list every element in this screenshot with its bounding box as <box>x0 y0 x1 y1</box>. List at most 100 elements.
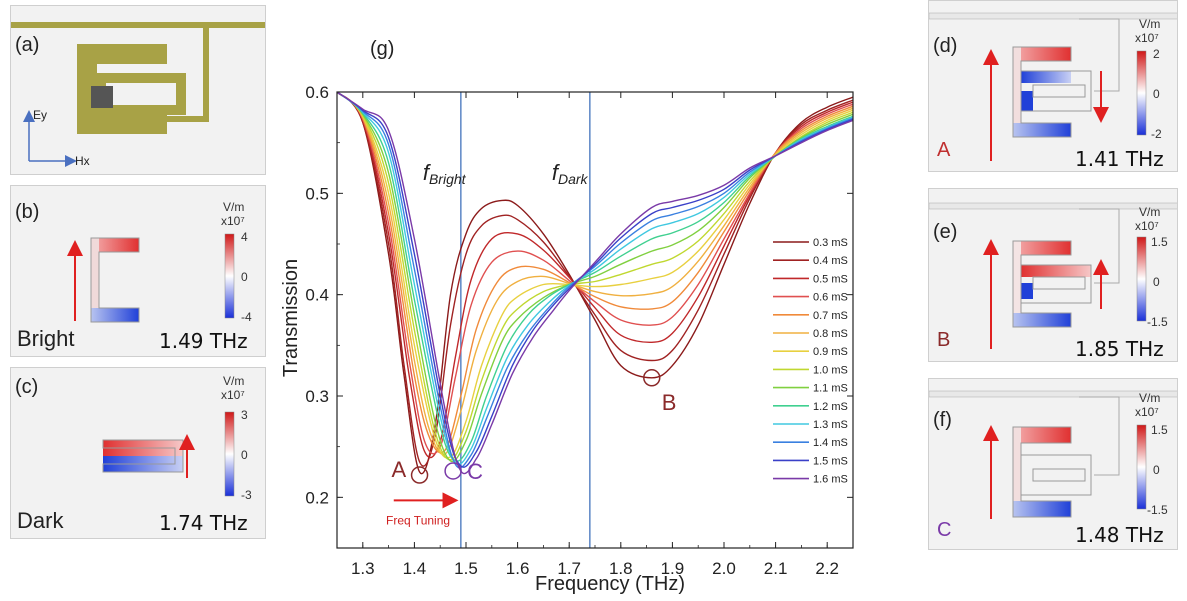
legend-entry: 1.2 mS <box>813 401 848 413</box>
annotation-c: C <box>467 459 483 484</box>
freq-label-b: 1.49 THz <box>159 329 248 353</box>
annotation-b: B <box>662 390 677 415</box>
x-tick-label: 2.2 <box>815 559 839 578</box>
legend-entry: 0.3 mS <box>813 237 848 249</box>
cbar-max-d: 2 <box>1153 47 1160 61</box>
series-line-0-7-mS <box>337 92 853 454</box>
marker-c <box>444 462 462 480</box>
annotation-a: A <box>392 457 407 482</box>
x-tick-label: 1.9 <box>661 559 685 578</box>
x-axis-title: Frequency (THz) <box>535 573 685 595</box>
point-label-b: B <box>937 329 951 351</box>
marker-a <box>410 466 429 484</box>
y-axis-title: Transmission <box>280 259 302 377</box>
cbar-scale-f: x10⁷ <box>1135 405 1159 419</box>
cbar-unit-d: V/m <box>1139 17 1161 31</box>
cbar-min-f: -1.5 <box>1147 503 1168 517</box>
x-tick-label: 1.8 <box>609 559 633 578</box>
cbar-unit-b: V/m <box>223 200 245 214</box>
y-tick-label: 0.3 <box>305 387 329 406</box>
y-tick-label: 0.4 <box>305 286 329 305</box>
point-label-c: C <box>937 519 952 541</box>
cbar-max-c: 3 <box>241 408 248 422</box>
cbar-max-b: 4 <box>241 230 248 244</box>
point-label-a: A <box>937 139 951 161</box>
x-tick-label: 1.6 <box>506 559 530 578</box>
panel-d: (d) V/m x10⁷ 2 0 -2 A 1.41 THz <box>928 0 1178 172</box>
y-tick-label: 0.2 <box>305 488 329 507</box>
legend-entry: 1.4 mS <box>813 437 848 449</box>
panel-label-b: (b) <box>15 201 40 223</box>
cbar-min-e: -1.5 <box>1147 315 1168 329</box>
legend-entry: 0.6 mS <box>813 292 848 304</box>
cbar-min-b: -4 <box>241 310 252 324</box>
legend-entry: 0.7 mS <box>813 310 848 322</box>
legend-entry: 1.5 mS <box>813 455 848 467</box>
vline-label-dark: fDark <box>552 160 589 187</box>
x-tick-label: 2.0 <box>712 559 736 578</box>
legend-entry: 0.9 mS <box>813 346 848 358</box>
series-line-0-6-mS <box>337 92 853 455</box>
cbar-scale-b: x10⁷ <box>221 214 245 228</box>
panel-label-e: (e) <box>933 221 958 243</box>
cbar-min-d: -2 <box>1151 127 1162 141</box>
freq-tuning-label: Freq Tuning <box>386 514 450 528</box>
series-line-1-4-mS <box>337 92 853 469</box>
cbar-scale-e: x10⁷ <box>1135 219 1159 233</box>
legend-entry: 0.4 mS <box>813 255 848 267</box>
field-map-dark <box>102 411 235 497</box>
freq-label-c: 1.74 THz <box>159 511 248 535</box>
panel-label-a: (a) <box>15 34 40 56</box>
cbar-max-f: 1.5 <box>1151 423 1168 437</box>
field-map-a <box>929 12 1177 161</box>
panel-c: (c) V/m x10⁷ 3 0 -3 Dark 1.74 THz <box>10 367 266 539</box>
cbar-max-e: 1.5 <box>1151 235 1168 249</box>
legend-entry: 1.1 mS <box>813 383 848 395</box>
x-tick-label: 1.7 <box>557 559 581 578</box>
transmission-chart: (g) fBright fDark 1.3 1.4 1.5 1.6 1.7 1.8 1.9 2.… <box>280 38 854 595</box>
cbar-unit-c: V/m <box>223 374 245 388</box>
series-line-0-3-mS <box>337 92 853 475</box>
series-line-1-3-mS <box>337 92 853 465</box>
freq-label-d: 1.41 THz <box>1075 147 1164 171</box>
cbar-mid-c: 0 <box>241 448 248 462</box>
resonator-schematic: Ey Hx <box>11 22 265 168</box>
legend-entry: 1.0 mS <box>813 364 848 376</box>
cbar-mid-b: 0 <box>241 270 248 284</box>
series-line-1-1-mS <box>337 92 853 463</box>
cbar-mid-f: 0 <box>1153 463 1160 477</box>
vline-label-bright: fBright <box>423 160 467 187</box>
panel-label-d: (d) <box>933 35 958 57</box>
legend-entry: 0.5 mS <box>813 273 848 285</box>
panel-f: (f) V/m x10⁷ 1.5 0 -1.5 C 1.48 THz <box>928 378 1178 550</box>
freq-label-e: 1.85 THz <box>1075 337 1164 361</box>
cbar-scale-d: x10⁷ <box>1135 31 1159 45</box>
cbar-mid-e: 0 <box>1153 275 1160 289</box>
panel-label-c: (c) <box>15 376 39 398</box>
series-line-0-8-mS <box>337 92 853 456</box>
axis-ey-label: Ey <box>33 108 47 122</box>
series-line-1-0-mS <box>337 92 853 461</box>
panel-b: (b) V/m x10⁷ 4 0 -4 Bright 1.49 THz <box>10 185 266 357</box>
series-line-0-9-mS <box>337 92 853 459</box>
legend-entry: 1.6 mS <box>813 474 848 486</box>
legend-entry: 1.3 mS <box>813 419 848 431</box>
cbar-min-c: -3 <box>241 488 252 502</box>
cbar-mid-d: 0 <box>1153 87 1160 101</box>
series-line-1-6-mS <box>337 92 853 475</box>
x-tick-label: 1.4 <box>403 559 427 578</box>
series-line-0-5-mS <box>337 92 853 459</box>
y-tick-label: 0.5 <box>305 184 329 203</box>
y-tick-label: 0.6 <box>305 83 329 102</box>
panel-a: (a) Ey Hx <box>10 5 266 175</box>
panel-e: (e) V/m x10⁷ 1.5 0 -1.5 B 1.85 THz <box>928 188 1178 362</box>
cbar-unit-f: V/m <box>1139 391 1161 405</box>
panel-label-g: (g) <box>370 38 394 60</box>
axis-hx-label: Hx <box>75 154 90 168</box>
field-map-b <box>929 202 1177 349</box>
marker-b <box>643 369 661 387</box>
cbar-scale-c: x10⁷ <box>221 388 245 402</box>
x-tick-label: 2.1 <box>764 559 788 578</box>
panel-label-f: (f) <box>933 409 952 431</box>
freq-label-f: 1.48 THz <box>1075 523 1164 547</box>
